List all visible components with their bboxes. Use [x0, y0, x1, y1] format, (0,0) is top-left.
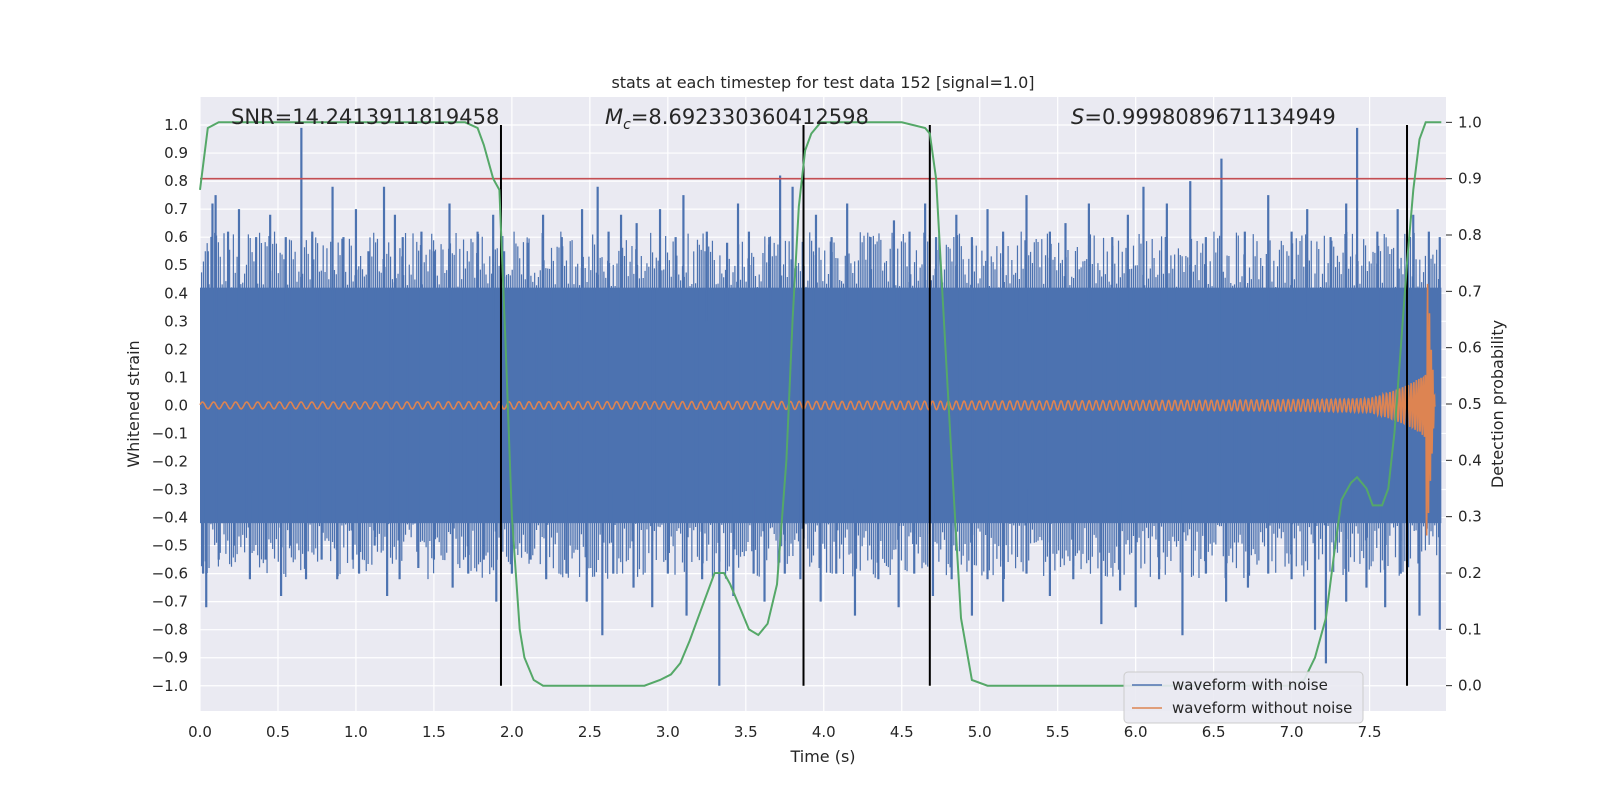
clean-waveform-line — [199, 283, 1436, 536]
legend: waveform with noise waveform without noi… — [1123, 671, 1364, 724]
x-tick-label: 3.5 — [734, 723, 758, 741]
y-tick-label: 0.1 — [164, 368, 188, 386]
x-tick-label: 4.5 — [890, 723, 914, 741]
legend-label-clean: waveform without noise — [1172, 699, 1352, 717]
x-tick-label: 7.0 — [1280, 723, 1304, 741]
chart-title: stats at each timestep for test data 152… — [611, 73, 1034, 92]
y-tick-label: −0.1 — [152, 424, 188, 442]
x-tick-label: 5.5 — [1046, 723, 1070, 741]
y-right-tick-label: 1.0 — [1458, 113, 1482, 131]
y-right-tick-label: 0.0 — [1458, 677, 1482, 695]
y-tick-label: 0.0 — [164, 396, 188, 414]
y-right-tick-label: 0.3 — [1458, 508, 1482, 526]
score-annotation: S=0.9998089671134949 — [1071, 105, 1336, 129]
y-right-tick-label: 0.1 — [1458, 620, 1482, 638]
score-symbol: S — [1071, 105, 1084, 129]
snr-annotation: SNR=14.2413911819458 — [231, 105, 499, 129]
y-tick-label: −0.3 — [152, 481, 188, 499]
x-tick-label: 7.5 — [1358, 723, 1382, 741]
score-value: =0.9998089671134949 — [1084, 105, 1335, 129]
y-right-tick-label: 0.9 — [1458, 170, 1482, 188]
legend-label-noise: waveform with noise — [1172, 676, 1328, 694]
y-tick-label: −0.8 — [152, 621, 188, 639]
y-tick-label: 0.3 — [164, 312, 188, 330]
y-tick-label: 0.4 — [164, 284, 188, 302]
x-tick-label: 0.5 — [266, 723, 290, 741]
y-right-axis-label: Detection probability — [1488, 320, 1507, 488]
x-tick-label: 1.5 — [422, 723, 446, 741]
y-right-tick-label: 0.7 — [1458, 282, 1482, 300]
y-tick-label: −0.6 — [152, 565, 188, 583]
y-tick-label: −0.7 — [152, 593, 188, 611]
series-detection-probability — [199, 121, 1442, 687]
y-right-tick-labels: 1.0 0.9 0.8 0.7 0.6 0.5 0.4 0.3 0.2 0.1 0.0 — [1446, 113, 1482, 695]
y-right-tick-label: 0.2 — [1458, 564, 1482, 582]
chirp-mass-annotation: Mc=8.692330360412598 — [605, 105, 869, 133]
x-tick-label: 5.0 — [968, 723, 992, 741]
y-right-tick-label: 0.6 — [1458, 339, 1482, 357]
y-tick-label: 0.7 — [164, 200, 188, 218]
y-tick-label: −1.0 — [152, 677, 188, 695]
series-waveform-without-noise — [199, 283, 1436, 536]
y-tick-label: 1.0 — [164, 116, 188, 134]
y-right-tick-label: 0.5 — [1458, 395, 1482, 413]
x-tick-label: 0.0 — [188, 723, 212, 741]
x-tick-label: 4.0 — [812, 723, 836, 741]
y-tick-label: −0.2 — [152, 452, 188, 470]
x-tick-label: 6.0 — [1124, 723, 1148, 741]
series-waveform-with-noise — [200, 127, 1442, 686]
y-tick-label: 0.8 — [164, 172, 188, 190]
y-right-tick-label: 0.8 — [1458, 226, 1482, 244]
legend-box — [1123, 671, 1364, 724]
y-tick-label: 0.6 — [164, 228, 188, 246]
y-right-tick-label: 0.4 — [1458, 451, 1482, 469]
y-tick-label: 0.5 — [164, 256, 188, 274]
y-tick-label: 0.9 — [164, 144, 188, 162]
chirp-mass-symbol: M — [605, 105, 623, 129]
x-tick-label: 1.0 — [344, 723, 368, 741]
y-tick-label: −0.4 — [152, 509, 188, 527]
y-tick-label: −0.9 — [152, 649, 188, 667]
y-tick-label: −0.5 — [152, 537, 188, 555]
x-tick-label: 3.0 — [656, 723, 680, 741]
vertical-markers — [499, 125, 1409, 686]
chirp-mass-value: =8.692330360412598 — [631, 105, 869, 129]
x-axis-label: Time (s) — [789, 747, 855, 766]
x-tick-label: 2.5 — [578, 723, 602, 741]
x-tick-labels: 0.0 0.5 1.0 1.5 2.0 2.5 3.0 3.5 4.0 4.5 5.0 5.5 6.0 6… — [188, 723, 1381, 741]
x-tick-label: 2.0 — [500, 723, 524, 741]
x-tick-label: 6.5 — [1202, 723, 1226, 741]
y-axis-label: Whitened strain — [124, 340, 143, 467]
probability-line — [199, 121, 1442, 687]
y-tick-labels: 1.0 0.9 0.8 0.7 0.6 0.5 0.4 0.3 0.2 0.1 0.0 −0.1 −0.… — [152, 116, 188, 695]
chirp-mass-subscript: c — [623, 117, 631, 133]
y-tick-label: 0.2 — [164, 340, 188, 358]
